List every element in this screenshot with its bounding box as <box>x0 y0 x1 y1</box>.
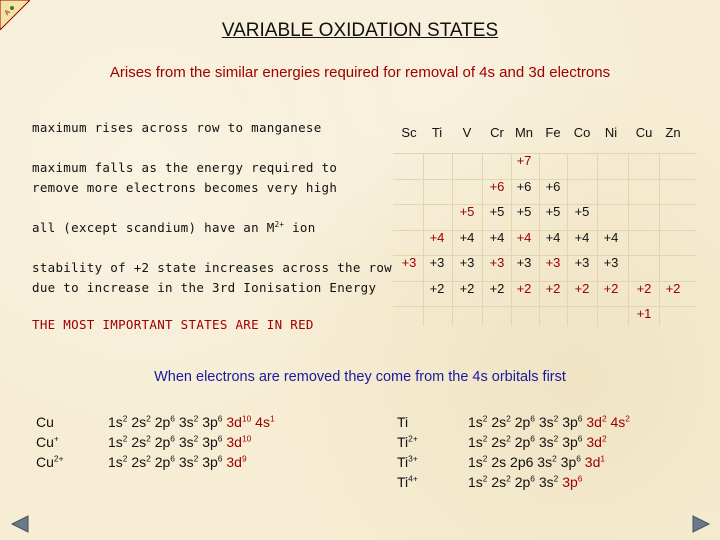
copper-electron-config: 1s2 2s2 2p6 3s2 3p6 3d10 <box>108 433 252 450</box>
titanium-electron-config: 1s2 2s 2p6 3s2 3p6 3d1 <box>468 453 606 470</box>
titanium-species: Ti <box>397 414 409 430</box>
oxidation-states-table: Sc Ti V Cr Mn Fe Co Ni Cu Zn +7 +6 +6 +6 +5 +5 +5 +5 +5 +4 +… <box>393 119 696 326</box>
oxidation-state-cell: +2 <box>429 280 445 296</box>
note-max-falls: maximum falls as the energy required to … <box>32 160 338 195</box>
oxidation-state-cell: +3 <box>429 255 445 270</box>
element-header-cu: Cu <box>635 125 653 140</box>
svg-text:A: A <box>4 9 12 17</box>
oxidation-state-cell: +3 <box>574 255 590 270</box>
grid-col-line <box>628 153 629 326</box>
copper-species: Cu2+ <box>36 453 64 470</box>
logo-icon: A <box>0 0 30 30</box>
element-header-co: Co <box>573 125 591 140</box>
note-important: THE MOST IMPORTANT STATES ARE IN RED <box>32 317 314 332</box>
oxidation-state-cell: +3 <box>401 255 417 270</box>
grid-col-line <box>659 153 660 326</box>
oxidation-state-cell: +2 <box>545 280 561 296</box>
grid-col-line <box>511 153 512 326</box>
grid-row-line <box>393 280 696 282</box>
note-m2-ion: all (except scandium) have an M2+ ion <box>32 219 316 235</box>
element-header-ti: Ti <box>431 125 443 140</box>
oxidation-state-cell: +4 <box>459 229 475 245</box>
oxidation-state-cell: +5 <box>459 204 475 219</box>
oxidation-state-cell: +4 <box>516 229 532 245</box>
grid-row-line <box>393 153 696 154</box>
element-header-cr: Cr <box>490 125 504 140</box>
copper-electron-config: 1s2 2s2 2p6 3s2 3p6 3d10 4s1 <box>108 413 275 430</box>
oxidation-state-cell: +3 <box>459 255 475 270</box>
oxidation-state-cell: +3 <box>489 255 505 270</box>
grid-col-line <box>597 153 598 326</box>
oxidation-state-cell: +2 <box>459 280 475 296</box>
previous-slide-icon[interactable] <box>9 514 31 534</box>
oxidation-state-cell: +6 <box>516 178 532 194</box>
grid-col-line <box>539 153 540 326</box>
oxidation-state-cell: +5 <box>574 204 590 219</box>
copper-species: Cu+ <box>36 433 59 450</box>
oxidation-state-cell: +3 <box>603 255 619 270</box>
subtitle: Arises from the similar energies require… <box>109 64 611 81</box>
grid-row-line <box>393 255 696 256</box>
grid-row-line <box>393 306 696 307</box>
element-header-ni: Ni <box>604 125 618 140</box>
oxidation-state-cell: +4 <box>489 229 505 245</box>
element-header-fe: Fe <box>545 125 561 140</box>
grid-row-line <box>393 229 696 231</box>
oxidation-state-cell: +5 <box>516 204 532 219</box>
oxidation-state-cell: +1 <box>636 306 652 321</box>
page-title: VARIABLE OXIDATION STATES <box>221 20 499 41</box>
titanium-species: Ti2+ <box>397 433 418 450</box>
titanium-species: Ti4+ <box>397 473 418 490</box>
titanium-electron-config: 1s2 2s2 2p6 3s2 3p6 3d2 <box>468 433 607 450</box>
element-header-zn: Zn <box>665 125 681 140</box>
titanium-electron-config: 1s2 2s2 2p6 3s2 3p6 3d2 4s2 <box>468 413 630 430</box>
grid-col-line <box>423 153 424 326</box>
oxidation-state-cell: +2 <box>603 280 619 296</box>
oxidation-state-cell: +2 <box>489 280 505 296</box>
oxidation-state-cell: +2 <box>665 280 681 296</box>
oxidation-state-cell: +4 <box>545 229 561 245</box>
removal-note: When electrons are removed they come fro… <box>154 369 566 385</box>
oxidation-state-cell: +3 <box>516 255 532 270</box>
oxidation-state-cell: +2 <box>516 280 532 296</box>
titanium-species-list: Ti Ti2+ Ti3+ Ti4+ <box>397 412 418 492</box>
oxidation-state-cell: +5 <box>489 204 505 219</box>
titanium-electron-config: 1s2 2s2 2p6 3s2 3p6 <box>468 473 583 490</box>
next-slide-icon[interactable] <box>690 514 712 534</box>
oxidation-state-cell: +4 <box>574 229 590 245</box>
copper-species-list: Cu Cu+ Cu2+ <box>36 412 63 472</box>
grid-col-line <box>482 153 483 326</box>
oxidation-state-cell: +6 <box>545 178 561 194</box>
oxidation-state-cell: +2 <box>636 280 652 296</box>
copper-config-list: 1s2 2s2 2p6 3s2 3p6 3d10 4s1 1s2 2s2 2p6 … <box>108 412 275 472</box>
grid-col-line <box>452 153 453 326</box>
oxidation-state-cell: +6 <box>489 178 505 194</box>
element-header-sc: Sc <box>401 125 417 140</box>
element-header-mn: Mn <box>514 125 534 140</box>
grid-col-line <box>567 153 568 326</box>
copper-species: Cu <box>36 414 54 430</box>
oxidation-state-cell: +4 <box>429 229 445 245</box>
titanium-species: Ti3+ <box>397 453 418 470</box>
note-stability: stability of +2 state increases across t… <box>32 260 392 295</box>
copper-electron-config: 1s2 2s2 2p6 3s2 3p6 3d9 <box>108 453 247 470</box>
titanium-config-list: 1s2 2s2 2p6 3s2 3p6 3d2 4s2 1s2 2s2 2p6 3… <box>468 412 630 492</box>
grid-row-line <box>393 204 696 205</box>
note-max-rises: maximum rises across row to manganese <box>32 120 322 135</box>
element-header-v: V <box>462 125 472 140</box>
oxidation-state-cell: +7 <box>516 153 532 168</box>
oxidation-state-cell: +5 <box>545 204 561 219</box>
oxidation-state-cell: +2 <box>574 280 590 296</box>
oxidation-state-cell: +4 <box>603 229 619 245</box>
grid-row-line <box>393 178 696 180</box>
oxidation-state-cell: +3 <box>545 255 561 270</box>
